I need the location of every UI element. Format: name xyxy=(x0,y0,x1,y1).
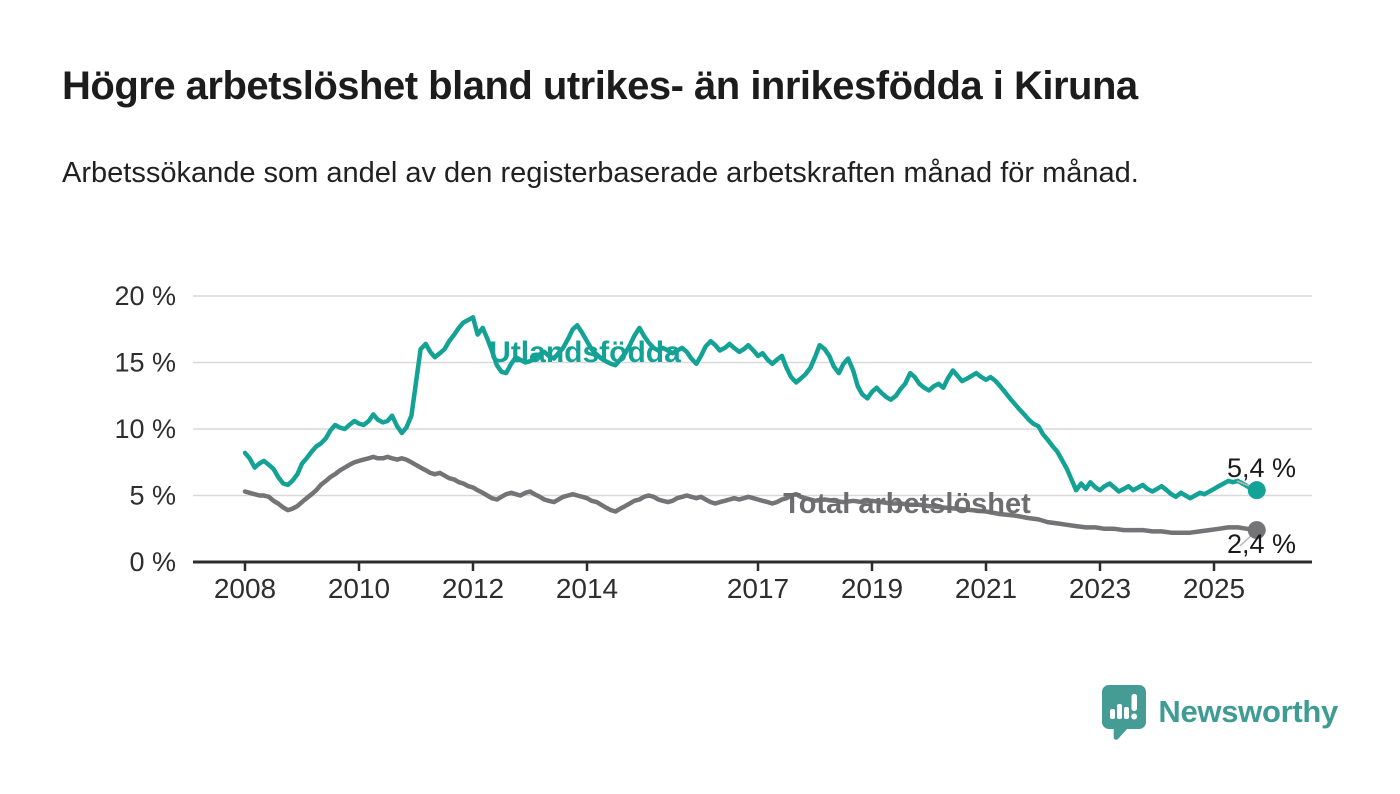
x-tick-label: 2017 xyxy=(727,573,789,604)
y-gridlines xyxy=(193,295,1312,497)
y-tick-label: 15 % xyxy=(114,348,176,378)
end-value-label-utlandsfodda: 5,4 % xyxy=(1227,453,1296,483)
end-value-label-total: 2,4 % xyxy=(1227,529,1296,559)
series-line-total-arbetsloshet xyxy=(242,454,1260,535)
series-line-utlandsfodda xyxy=(242,315,1260,501)
series-lines xyxy=(242,315,1260,535)
x-axis-labels: 2008 2010 2012 2014 2017 2019 2021 2023 2025 xyxy=(214,573,1245,604)
x-tick-label: 2014 xyxy=(556,573,618,604)
speech-bubble-bar-chart-icon xyxy=(1102,685,1147,740)
page-title: Högre arbetslöshet bland utrikes- än inr… xyxy=(62,64,1138,108)
end-markers xyxy=(1247,481,1266,540)
x-tick-label: 2012 xyxy=(442,573,504,604)
newsworthy-wordmark: Newsworthy xyxy=(1158,694,1338,729)
x-tick-label: 2023 xyxy=(1069,573,1131,604)
y-tick-label: 5 % xyxy=(129,481,176,511)
x-tick-label: 2010 xyxy=(328,573,390,604)
y-tick-label: 10 % xyxy=(114,414,176,444)
end-point-dot xyxy=(1247,481,1266,500)
y-axis-labels: 0 % 5 % 10 % 15 % 20 % xyxy=(114,281,176,577)
x-tick-label: 2008 xyxy=(214,573,276,604)
y-tick-label: 20 % xyxy=(114,281,176,311)
series-label-utlandsfodda: Utlandsfödda xyxy=(489,336,681,369)
chart-subtitle: Arbetssökande som andel av den registerb… xyxy=(62,157,1139,189)
end-point-dot xyxy=(1247,521,1266,540)
y-tick-label: 0 % xyxy=(129,547,176,577)
newsworthy-logo: Newsworthy xyxy=(1101,684,1338,740)
series-label-total-arbetsloshet: Total arbetslöshet xyxy=(783,488,1031,520)
x-tick-label: 2021 xyxy=(955,573,1017,604)
x-tick-label: 2025 xyxy=(1183,573,1245,604)
x-tick-label: 2019 xyxy=(841,573,903,604)
